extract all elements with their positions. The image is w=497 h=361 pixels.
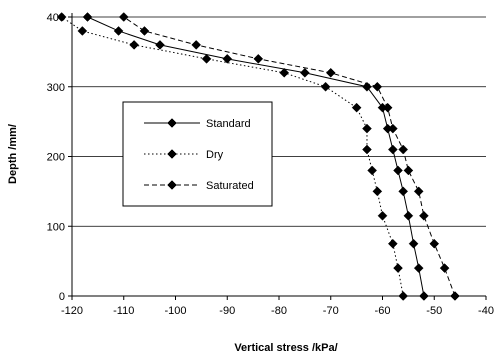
data-point	[325, 67, 336, 78]
data-point	[372, 81, 383, 92]
data-point	[403, 165, 414, 176]
series-standard	[82, 12, 429, 301]
data-point	[387, 123, 398, 134]
legend-marker	[167, 149, 177, 159]
data-point	[398, 186, 409, 197]
data-point	[413, 186, 424, 197]
x-axis-title: Vertical stress /kPa/	[234, 342, 337, 354]
legend-marker	[167, 180, 177, 190]
data-point	[362, 123, 372, 134]
data-point	[351, 102, 362, 113]
legend-marker	[167, 118, 177, 128]
data-point	[393, 263, 403, 273]
data-point	[56, 12, 67, 22]
data-point	[139, 26, 150, 36]
data-point	[413, 263, 424, 273]
data-point	[408, 238, 419, 249]
data-point	[382, 102, 393, 113]
data-point	[398, 144, 409, 155]
y-tick-label: 200	[47, 152, 65, 164]
data-point	[300, 67, 310, 78]
data-point	[419, 291, 429, 301]
x-tick-label: -80	[271, 305, 287, 317]
data-point	[429, 238, 440, 249]
data-point	[129, 40, 139, 50]
x-tick-label: -100	[164, 305, 186, 317]
data-point	[450, 291, 460, 301]
x-tick-label: -60	[375, 305, 391, 317]
legend-label: Standard	[206, 118, 251, 130]
series-saturated	[118, 12, 460, 301]
data-point	[82, 12, 93, 22]
y-tick-label: 100	[47, 221, 65, 233]
legend-label: Dry	[206, 149, 224, 161]
data-point	[222, 53, 233, 64]
data-point	[372, 186, 383, 197]
series-dry	[56, 12, 409, 301]
y-tick-label: 300	[47, 82, 65, 94]
data-point	[398, 291, 409, 301]
x-tick-label: -110	[113, 305, 134, 317]
data-point	[387, 144, 398, 155]
data-point	[279, 67, 290, 78]
x-tick-label: -50	[426, 305, 442, 317]
x-tick-label: -90	[219, 305, 235, 317]
data-point	[77, 26, 88, 36]
data-point	[377, 210, 388, 221]
y-axis-title: Depth /mm/	[7, 124, 19, 184]
data-point	[403, 210, 414, 221]
y-tick-label: 0	[59, 291, 65, 303]
series-layer	[56, 12, 460, 301]
data-point	[419, 210, 429, 221]
data-point	[367, 165, 378, 176]
data-point	[387, 238, 398, 249]
data-point	[118, 12, 129, 22]
data-point	[393, 165, 403, 176]
data-point	[191, 40, 202, 50]
x-tick-label: -40	[478, 305, 494, 317]
data-point	[155, 40, 165, 50]
legend-label: Saturated	[206, 180, 254, 192]
data-point	[253, 53, 264, 64]
axes: -120 -110 -100 -90 -80 -70 -60 -50 -40 0 100 200 300…	[47, 12, 494, 317]
data-point	[113, 26, 124, 36]
data-point	[439, 263, 450, 273]
data-point	[201, 53, 212, 64]
x-tick-label: -120	[61, 305, 83, 317]
legend: Standard Dry Saturated	[122, 101, 273, 207]
data-point	[320, 81, 331, 92]
data-point	[362, 144, 372, 155]
x-tick-label: -70	[323, 305, 339, 317]
